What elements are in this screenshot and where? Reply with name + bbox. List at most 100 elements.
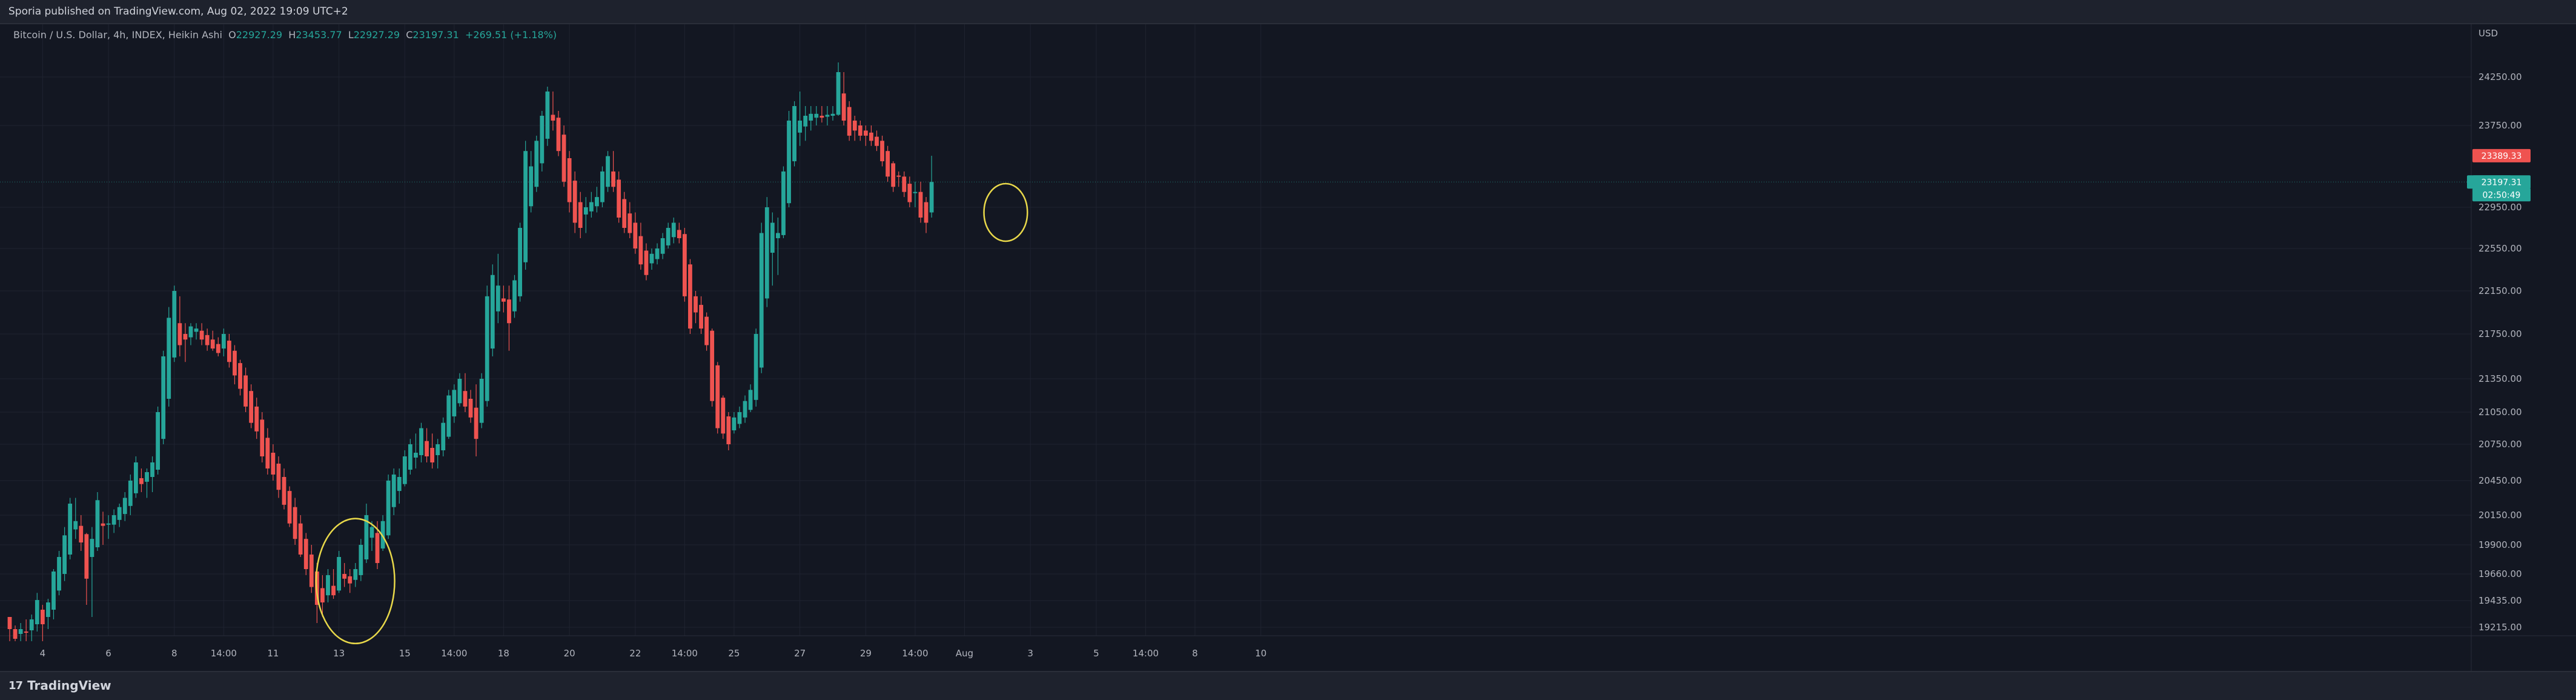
candle-body[interactable] [902, 176, 907, 192]
candle-body[interactable] [776, 233, 780, 239]
candle-body[interactable] [518, 228, 522, 296]
candle-body[interactable] [507, 299, 511, 324]
candle-body[interactable] [342, 574, 347, 579]
candle-body[interactable] [145, 472, 149, 482]
candle-body[interactable] [408, 444, 412, 470]
candle-body[interactable] [139, 478, 144, 484]
candle-body[interactable] [243, 375, 248, 407]
candle-body[interactable] [589, 202, 594, 212]
candle-body[interactable] [907, 184, 912, 202]
candle-body[interactable] [468, 399, 473, 418]
candle-body[interactable] [512, 280, 517, 312]
candle-body[interactable] [397, 477, 402, 492]
candle-body[interactable] [353, 569, 358, 580]
candle-body[interactable] [688, 264, 692, 329]
candle-body[interactable] [809, 113, 813, 121]
candle-body[interactable] [699, 305, 703, 329]
candle-body[interactable] [830, 113, 835, 116]
candle-body[interactable] [24, 632, 28, 633]
candle-body[interactable] [764, 207, 769, 299]
candle-body[interactable] [715, 365, 720, 428]
candle-body[interactable] [819, 116, 824, 118]
candle-body[interactable] [364, 515, 369, 559]
candle-body[interactable] [644, 250, 649, 275]
candle-body[interactable] [611, 171, 615, 187]
candle-body[interactable] [457, 379, 462, 404]
candle-body[interactable] [254, 406, 259, 432]
candle-body[interactable] [276, 464, 281, 490]
candle-body[interactable] [649, 253, 654, 264]
candle-body[interactable] [380, 521, 385, 548]
candle-body[interactable] [238, 363, 242, 389]
candle-body[interactable] [781, 171, 786, 235]
candle-body[interactable] [479, 379, 484, 423]
annotation-circle[interactable] [315, 518, 396, 645]
annotation-circle[interactable] [983, 182, 1028, 242]
candle-body[interactable] [106, 523, 111, 525]
candle-body[interactable] [46, 602, 50, 617]
candle-body[interactable] [556, 118, 561, 152]
candle-body[interactable] [677, 230, 681, 238]
candle-body[interactable] [221, 334, 226, 349]
candle-body[interactable] [463, 391, 468, 407]
candle-body[interactable] [655, 248, 660, 259]
candle-body[interactable] [309, 555, 314, 587]
candle-body[interactable] [117, 507, 122, 520]
candle-body[interactable] [638, 236, 643, 265]
candle-body[interactable] [84, 534, 89, 579]
candle-body[interactable] [95, 500, 100, 547]
candle-body[interactable] [271, 453, 276, 475]
candle-body[interactable] [194, 328, 199, 332]
candle-body[interactable] [188, 326, 193, 338]
candle-body[interactable] [205, 335, 210, 345]
candle-body[interactable] [18, 629, 23, 634]
candle-body[interactable] [260, 419, 265, 456]
candle-body[interactable] [682, 234, 687, 296]
candle-body[interactable] [161, 356, 166, 439]
candle-body[interactable] [216, 344, 220, 353]
candle-body[interactable] [402, 456, 407, 484]
candle-body[interactable] [73, 521, 78, 530]
candle-body[interactable] [29, 619, 34, 630]
candle-body[interactable] [523, 151, 528, 262]
candle-body[interactable] [298, 523, 303, 555]
candle-body[interactable] [7, 617, 12, 629]
candle-body[interactable] [759, 233, 764, 368]
candle-body[interactable] [386, 481, 391, 536]
candle-body[interactable] [249, 391, 254, 423]
candle-body[interactable] [490, 275, 495, 349]
candle-body[interactable] [666, 228, 670, 245]
candle-body[interactable] [737, 412, 742, 424]
candle-body[interactable] [90, 539, 94, 557]
candle-body[interactable] [814, 113, 819, 118]
price-chart[interactable]: USD24250.0023750.0022950.0022550.0022150… [0, 24, 2576, 671]
candle-body[interactable] [578, 202, 583, 228]
candle-body[interactable] [891, 163, 896, 187]
candle-body[interactable] [529, 166, 534, 207]
candle-body[interactable] [111, 515, 116, 525]
candle-body[interactable] [177, 323, 182, 345]
candle-body[interactable] [929, 182, 934, 213]
candle-body[interactable] [348, 576, 353, 584]
candle-body[interactable] [79, 525, 84, 543]
candle-body[interactable] [51, 572, 56, 610]
candle-body[interactable] [534, 141, 539, 187]
candle-body[interactable] [446, 395, 451, 437]
candle-body[interactable] [359, 545, 363, 575]
candle-body[interactable] [183, 334, 188, 340]
candle-body[interactable] [841, 93, 846, 121]
candle-body[interactable] [337, 557, 341, 591]
candle-body[interactable] [753, 334, 758, 400]
candle-body[interactable] [502, 298, 506, 302]
candle-body[interactable] [122, 498, 127, 515]
candle-body[interactable] [743, 401, 747, 418]
candle-body[interactable] [726, 416, 731, 444]
candle-body[interactable] [101, 523, 105, 526]
candle-body[interactable] [704, 316, 709, 345]
candle-body[interactable] [671, 222, 676, 238]
candle-body[interactable] [847, 107, 852, 136]
candle-body[interactable] [803, 116, 808, 127]
candle-body[interactable] [600, 171, 604, 202]
candle-body[interactable] [567, 158, 572, 202]
candle-body[interactable] [326, 575, 330, 596]
